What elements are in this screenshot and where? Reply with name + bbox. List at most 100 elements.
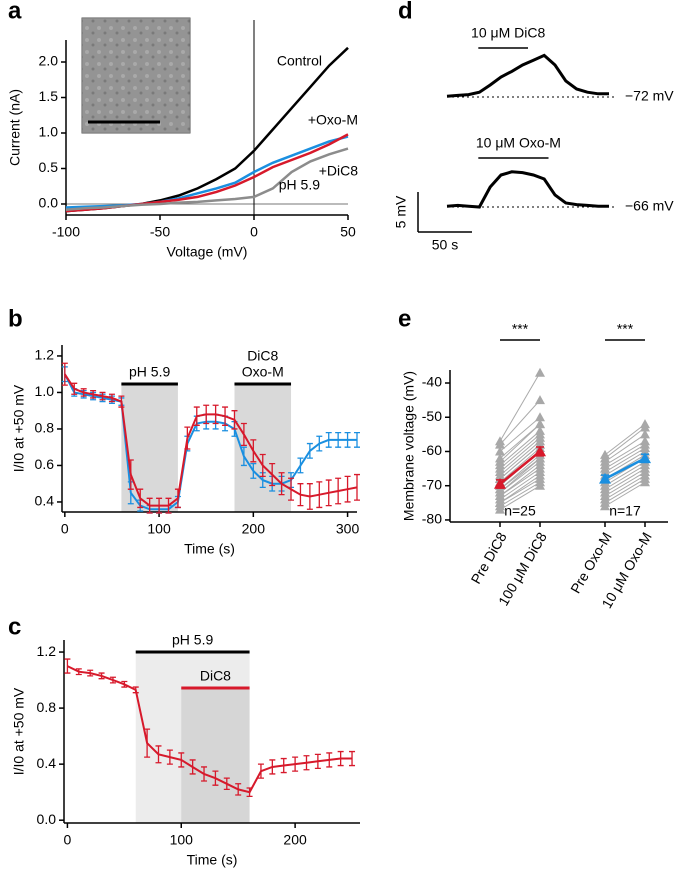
error-bar [354, 473, 360, 501]
error-bar [335, 477, 342, 505]
y-axis-label: I/I0 at +50 mV [11, 384, 27, 472]
legend-label: pH 5.9 [279, 177, 320, 193]
error-bar [259, 453, 266, 478]
baseline-label: −66 mV [625, 198, 674, 214]
error-bar [137, 488, 144, 509]
error-bar [240, 422, 247, 447]
error-bar [325, 431, 332, 448]
mean-line [63, 373, 358, 507]
error-bar [269, 462, 276, 487]
error-bar [155, 745, 162, 764]
error-bar [99, 391, 106, 401]
scale-label: 5 mV [393, 195, 409, 228]
y-tick-label: -70 [422, 476, 442, 492]
y-tick-label: 1.2 [37, 643, 57, 659]
error-bar [75, 668, 82, 676]
micrograph [81, 17, 191, 134]
cell-point [535, 480, 545, 490]
y-tick-label: 1.0 [35, 383, 55, 399]
cell-point [495, 504, 505, 514]
pair-line [499, 440, 541, 476]
cell-point [640, 429, 650, 439]
x-tick-label: 200 [283, 832, 307, 848]
error-bar [121, 680, 128, 688]
panel-letter: d [398, 0, 413, 24]
cell-point [535, 395, 545, 405]
error-bar [132, 686, 139, 694]
pair-line [604, 478, 646, 504]
error-bar [71, 382, 78, 395]
y-tick-label: -60 [422, 442, 442, 458]
error-bar [325, 479, 332, 507]
pair-line [499, 416, 541, 452]
error-bar [335, 431, 342, 448]
error-bar [146, 497, 153, 514]
x-tick-label: -100 [52, 224, 80, 240]
shaded-period [234, 384, 292, 512]
period-label: pH 5.9 [172, 632, 213, 648]
x-tick-label: 200 [242, 521, 266, 537]
y-axis-label: Current (nA) [7, 89, 23, 166]
pair-line [499, 485, 541, 511]
y-tick-label: 0.4 [37, 755, 57, 771]
x-axis-label: Time (s) [187, 852, 238, 868]
x-tick-label: 300 [336, 521, 360, 537]
error-bar [349, 750, 356, 767]
error-bar [303, 755, 310, 771]
error-bar [288, 477, 295, 501]
panel-letter: c [8, 613, 21, 640]
scale-label: 50 s [432, 237, 458, 253]
pair-line [499, 461, 541, 493]
significance: *** [512, 321, 529, 337]
panel-letter: b [8, 305, 23, 332]
error-bar [297, 483, 304, 507]
pair-line [499, 468, 541, 497]
error-bar [212, 770, 219, 786]
voltage-trace [446, 170, 609, 209]
pair-line [604, 471, 646, 497]
x-axis-label: Time (s) [184, 541, 235, 557]
error-bar [87, 669, 94, 677]
legend-label: Control [277, 53, 322, 69]
panel-letter: a [8, 0, 22, 24]
pair-line [499, 481, 541, 507]
x-tick-label: 0 [61, 521, 69, 537]
error-bar [108, 393, 115, 403]
pair-line [499, 430, 541, 466]
y-tick-label: -80 [422, 511, 442, 527]
cell-point [640, 477, 650, 487]
pair-line [604, 440, 646, 466]
y-axis-label: I/I0 at +50 mV [11, 687, 27, 775]
pair-line [604, 433, 646, 463]
pair-line [499, 437, 541, 473]
pair-line [499, 433, 541, 469]
cell-point [495, 446, 505, 456]
error-bar [201, 766, 208, 782]
error-bar [278, 472, 285, 496]
mean-point [534, 445, 546, 457]
error-bar [344, 475, 351, 503]
y-tick-label: 0.8 [35, 420, 55, 436]
cell-point [535, 412, 545, 422]
iv-curve [65, 133, 349, 213]
pair-line [604, 475, 646, 500]
error-bar [269, 759, 276, 775]
period-label: pH 5.9 [129, 364, 170, 380]
micrograph-texture [82, 18, 190, 133]
error-bar [184, 426, 191, 450]
baseline-label: −72 mV [625, 88, 674, 104]
y-axis-label: Membrane voltage (mV) [401, 371, 417, 521]
x-tick-label: 50 [340, 224, 356, 240]
y-tick-label: -40 [422, 374, 442, 390]
error-bar [127, 459, 134, 490]
y-tick-label: 0.0 [39, 195, 59, 211]
mean-point [639, 452, 651, 464]
shaded-period [181, 688, 250, 823]
error-bar [231, 410, 238, 430]
pair-line [604, 464, 646, 490]
y-tick-label: 0.8 [37, 699, 57, 715]
drug-label: 10 μM Oxo-M [476, 135, 561, 151]
pair-line [604, 468, 646, 493]
y-tick-label: 1.0 [39, 124, 59, 140]
